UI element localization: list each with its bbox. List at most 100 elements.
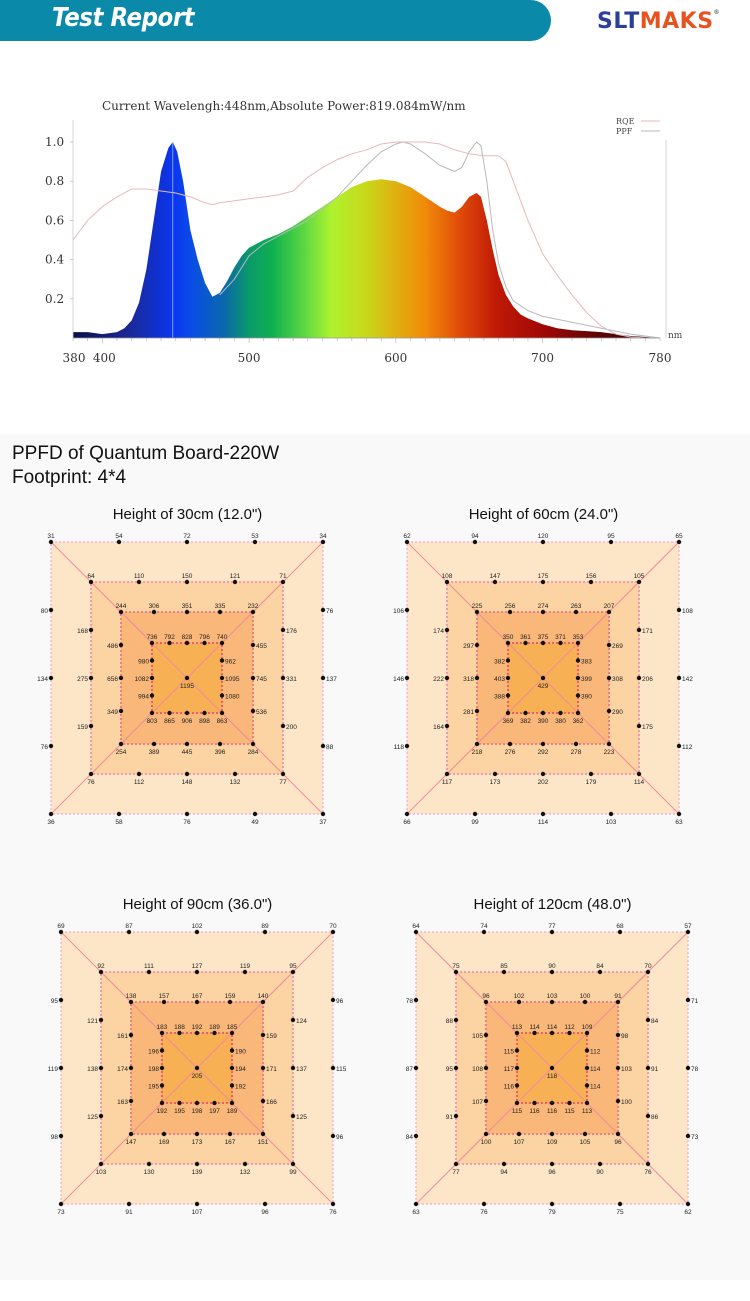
y-tick-label: 0.2 <box>45 292 64 306</box>
ppfd-value: 192 <box>192 1024 203 1031</box>
ppfd-value: 107 <box>192 1209 203 1216</box>
ppfd-value: 173 <box>192 1139 203 1146</box>
ppfd-point-marker <box>505 658 511 663</box>
ppfd-point: 108 <box>676 607 693 615</box>
ppfd-value: 179 <box>586 779 597 786</box>
ppfd-point-marker <box>320 811 326 817</box>
ppfd-point-marker <box>161 1131 167 1137</box>
ppfd-map-120cm: Height of 120cm (48.0") 64 74 77 68 57 63 76 79… <box>365 896 740 1266</box>
ppfd-point: 167 <box>192 993 203 1005</box>
ppfd-point: 196 <box>148 1048 165 1056</box>
ppfd-point: 192 <box>229 1083 246 1091</box>
ppfd-value: 168 <box>77 628 88 635</box>
ppfd-point-marker <box>194 1030 200 1036</box>
ppfd-value: 256 <box>505 603 516 610</box>
ppfd-point: 147 <box>490 573 501 585</box>
ppfd-point-marker <box>584 1048 590 1053</box>
ppfd-value: 103 <box>606 819 617 826</box>
ppfd-value: 166 <box>266 1099 277 1106</box>
ppfd-point-marker <box>184 771 190 777</box>
ppfd-point-marker <box>483 1032 489 1038</box>
ppfd-point: 962 <box>219 658 236 666</box>
ppfd-value: 297 <box>463 643 474 650</box>
map-title: Height of 90cm (36.0") <box>122 896 273 913</box>
ppfd-point: 66 <box>403 811 411 826</box>
ppfd-value: 77 <box>279 779 287 786</box>
ppfd-point-marker <box>184 640 190 646</box>
ppfd-point-marker <box>194 1131 200 1137</box>
ppfd-value: 58 <box>115 819 123 826</box>
ppfd-point: 130 <box>144 1161 155 1176</box>
ppfd-point-marker <box>252 539 258 545</box>
ppfd-value: 88 <box>326 744 334 751</box>
ppfd-value: 92 <box>97 963 105 970</box>
ppfd-point-marker <box>549 929 555 935</box>
ppfd-point: 114 <box>584 1083 601 1091</box>
ppfd-point: 207 <box>604 603 615 615</box>
ppfd-point-marker <box>549 999 555 1005</box>
ppfd-point: 159 <box>77 723 94 731</box>
ppfd-point: 96 <box>614 1131 622 1146</box>
ppfd-value: 175 <box>642 724 653 731</box>
ppfd-point: 117 <box>504 1065 520 1073</box>
ppfd-value: 76 <box>480 1209 488 1216</box>
ppfd-point-marker <box>549 969 555 975</box>
ppfd-value: 389 <box>149 749 160 756</box>
ppfd-value: 76 <box>329 1209 337 1216</box>
ppfd-point: 107 <box>192 1201 203 1216</box>
ppfd-point-marker <box>474 675 480 681</box>
ppfd-point-marker <box>146 969 152 975</box>
logo-part-2: MAKS <box>639 9 714 34</box>
ppfd-value: 195 <box>174 1108 185 1115</box>
ppfd-point: 740 <box>217 634 228 646</box>
ppfd-point: 98 <box>51 1133 64 1141</box>
ppfd-point-marker <box>227 1131 233 1137</box>
ppfd-point: 803 <box>147 710 158 725</box>
ppfd-value: 281 <box>463 709 474 716</box>
ppfd-value: 306 <box>149 603 160 610</box>
ppfd-point: 49 <box>251 811 259 826</box>
ppfd-value: 1195 <box>180 683 194 690</box>
ppfd-value: 318 <box>463 676 474 683</box>
ppfd-value: 383 <box>581 659 592 666</box>
ppfd-value: 108 <box>442 573 453 580</box>
ppfd-point-marker <box>582 999 588 1005</box>
ppfd-value: 31 <box>47 533 55 540</box>
ppfd-value: 335 <box>215 603 226 610</box>
ppfd-point: 99 <box>289 1161 297 1176</box>
ppfd-point: 125 <box>87 1113 104 1121</box>
ppfd-point: 88 <box>446 1017 459 1025</box>
ppfd-point: 171 <box>636 627 653 635</box>
ppfd-point: 308 <box>606 675 623 683</box>
ppfd-value: 276 <box>505 749 516 756</box>
ppfd-value: 906 <box>182 718 193 725</box>
ppfd-point-marker <box>194 1161 200 1167</box>
ppfd-value: 116 <box>529 1108 540 1115</box>
ppfd-value: 399 <box>581 676 592 683</box>
ppfd-point-marker <box>159 1083 165 1088</box>
ppfd-point-marker <box>177 1100 182 1106</box>
ppfd-value: 91 <box>614 993 622 1000</box>
ppfd-value: 222 <box>433 676 444 683</box>
ppfd-value: 85 <box>500 963 508 970</box>
ppfd-point: 222 <box>433 675 450 683</box>
ppfd-point: 115 <box>504 1048 520 1056</box>
ppfd-point: 390 <box>575 693 592 701</box>
ppfd-point: 388 <box>494 693 511 701</box>
ppfd-value: 107 <box>472 1099 483 1106</box>
ppfd-point-marker <box>88 723 94 729</box>
ppfd-point: 980 <box>138 658 155 666</box>
ppfd-point-marker <box>404 811 410 817</box>
ppfd-point-marker <box>280 723 286 729</box>
ppfd-point-marker <box>615 999 621 1005</box>
ppfd-point-marker <box>523 640 528 646</box>
ppfd-point: 361 <box>520 634 531 646</box>
ppfd-point-marker <box>98 1017 104 1023</box>
ppfd-point-marker <box>413 1201 419 1207</box>
ppfd-point-marker <box>481 929 487 935</box>
rqe-line <box>72 141 660 339</box>
ppfd-value: 76 <box>326 608 334 615</box>
ppfd-point: 796 <box>199 634 210 646</box>
ppfd-point: 455 <box>250 642 267 650</box>
ppfd-value: 118 <box>394 744 405 751</box>
